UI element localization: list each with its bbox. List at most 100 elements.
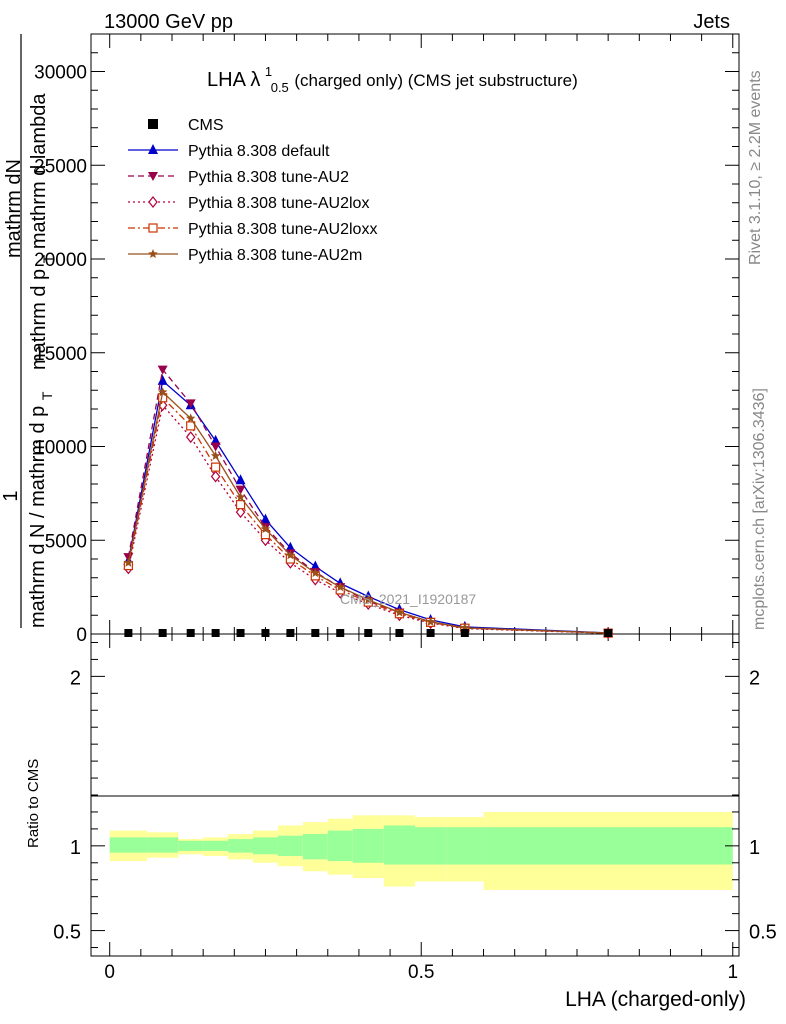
- ratio-band-inner: [178, 840, 204, 851]
- legend-label: Pythia 8.308 default: [188, 143, 330, 160]
- data-point: [210, 442, 221, 452]
- x-tick-label: 0.5: [408, 962, 434, 983]
- ratio-band-inner: [483, 827, 733, 865]
- data-point: [394, 607, 405, 617]
- data-point: [124, 629, 133, 637]
- data-point: [364, 629, 373, 637]
- ratio-axes: 0 0.5 1 0.5 0.5 1 1 2 2: [53, 634, 777, 983]
- plot-title-sub: 0.5: [271, 80, 289, 95]
- legend-label: Pythia 8.308 tune-AU2: [188, 169, 349, 186]
- ratio-band-inner: [415, 827, 447, 865]
- rivet-note: Rivet 3.1.10, ≥ 2.2M events: [747, 70, 764, 265]
- x-tick-label: 1: [727, 962, 738, 983]
- data-point: [123, 557, 134, 567]
- ratio-ylabel: Ratio to CMS: [25, 759, 42, 848]
- data-point: [148, 196, 158, 208]
- ratio-band-inner: [253, 837, 278, 855]
- xlabel: LHA (charged-only): [565, 988, 746, 1011]
- main-axes: 0 5000 10000 15000 20000 25000 30000: [34, 33, 739, 646]
- data-point: [425, 616, 436, 626]
- data-point: [148, 223, 158, 233]
- ratio-band-inner: [109, 837, 148, 853]
- plot-title: LHA λ 1 0.5 (charged only) (CMS jet subs…: [207, 59, 578, 97]
- plot-title-sup: 1: [265, 64, 272, 79]
- series-cms: [124, 629, 613, 637]
- data-point: [158, 629, 167, 637]
- data-point: [157, 365, 168, 375]
- ylabel-top2: mathrm d p T mathrm d lambda: [28, 93, 58, 370]
- data-point: [235, 506, 246, 519]
- ylabel-top2-dp: mathrm d p: [28, 269, 50, 370]
- main-series: [123, 365, 614, 640]
- legend-label: CMS: [188, 117, 224, 134]
- legend: CMS Pythia 8.308 default Pythia 8.308 tune…: [128, 117, 377, 264]
- y-tick-label: 0.5: [749, 922, 777, 944]
- plot-title-main: LHA λ: [207, 69, 260, 91]
- data-point: [211, 462, 221, 472]
- header-left: 13000 GeV pp: [104, 11, 233, 33]
- data-point: [148, 144, 158, 154]
- ylabel-top: mathrm dN: [3, 159, 25, 258]
- ratio-band-inner: [147, 837, 179, 853]
- data-point: [604, 629, 613, 637]
- ratio-band-inner: [203, 840, 229, 851]
- data-point: [235, 500, 246, 510]
- data-point: [210, 450, 221, 460]
- ratio-band-inner: [277, 835, 303, 857]
- legend-label: Pythia 8.308 tune-AU2m: [188, 247, 362, 264]
- y-tick-label: 1: [70, 837, 81, 859]
- ylabel-top2-sub: T: [40, 254, 56, 263]
- data-point: [236, 629, 245, 637]
- data-point: [285, 550, 296, 560]
- mcplots-note: mcplots.cern.ch [arXiv:1306.3436]: [751, 388, 768, 630]
- data-point: [235, 492, 246, 502]
- y-tick-label: 0.5: [53, 922, 81, 944]
- series-line: [127, 368, 609, 634]
- watermark: CMS_2021_I1920187: [340, 591, 476, 607]
- data-point: [336, 629, 345, 637]
- y-tick-label: 0: [76, 625, 87, 646]
- x-tick-label: 0: [104, 962, 115, 983]
- data-point: [285, 541, 296, 552]
- data-point: [185, 413, 196, 423]
- series-pythia-8-308-tune-au2m: [123, 387, 613, 638]
- data-point: [186, 421, 196, 431]
- ylabel-one: 1: [0, 490, 22, 501]
- data-point: [186, 629, 195, 637]
- y-tick-label: 10000: [34, 438, 87, 459]
- ylabel-top3: mathrm d lambda: [28, 93, 50, 249]
- y-tick-label: 25000: [34, 156, 87, 177]
- data-point: [157, 387, 168, 397]
- y-tick-label: 30000: [34, 63, 87, 84]
- data-point: [286, 629, 295, 637]
- data-point: [395, 629, 404, 637]
- data-point: [260, 513, 271, 524]
- data-point: [260, 524, 271, 533]
- data-point: [261, 629, 270, 637]
- data-point: [210, 434, 221, 445]
- ratio-band-inner: [302, 833, 328, 860]
- ratio-bands: [109, 811, 733, 890]
- data-point: [148, 249, 158, 258]
- y-tick-label: 2: [749, 667, 760, 689]
- y-tick-label: 1: [749, 837, 760, 859]
- data-point: [157, 374, 168, 385]
- header-right: Jets: [693, 11, 730, 33]
- data-point: [148, 119, 158, 129]
- ylabel-top-dn: mathrm dN: [3, 159, 25, 258]
- data-point: [363, 594, 373, 604]
- y-tick-label: 15000: [34, 344, 87, 365]
- data-point: [311, 629, 320, 637]
- main-ylabel: 1 mathrm dN mathrm d p T mathrm d lambda…: [0, 34, 58, 628]
- ratio-band-inner: [228, 839, 253, 853]
- data-point: [426, 629, 435, 637]
- y-tick-label: 20000: [34, 250, 87, 271]
- ratio-band-inner: [327, 830, 353, 862]
- data-point: [185, 399, 196, 409]
- data-point: [235, 485, 246, 495]
- legend-label: Pythia 8.308 tune-AU2lox: [188, 195, 369, 212]
- ratio-band-inner: [383, 825, 415, 865]
- data-point: [310, 560, 321, 571]
- ylabel-bottom-sub: T: [39, 391, 55, 400]
